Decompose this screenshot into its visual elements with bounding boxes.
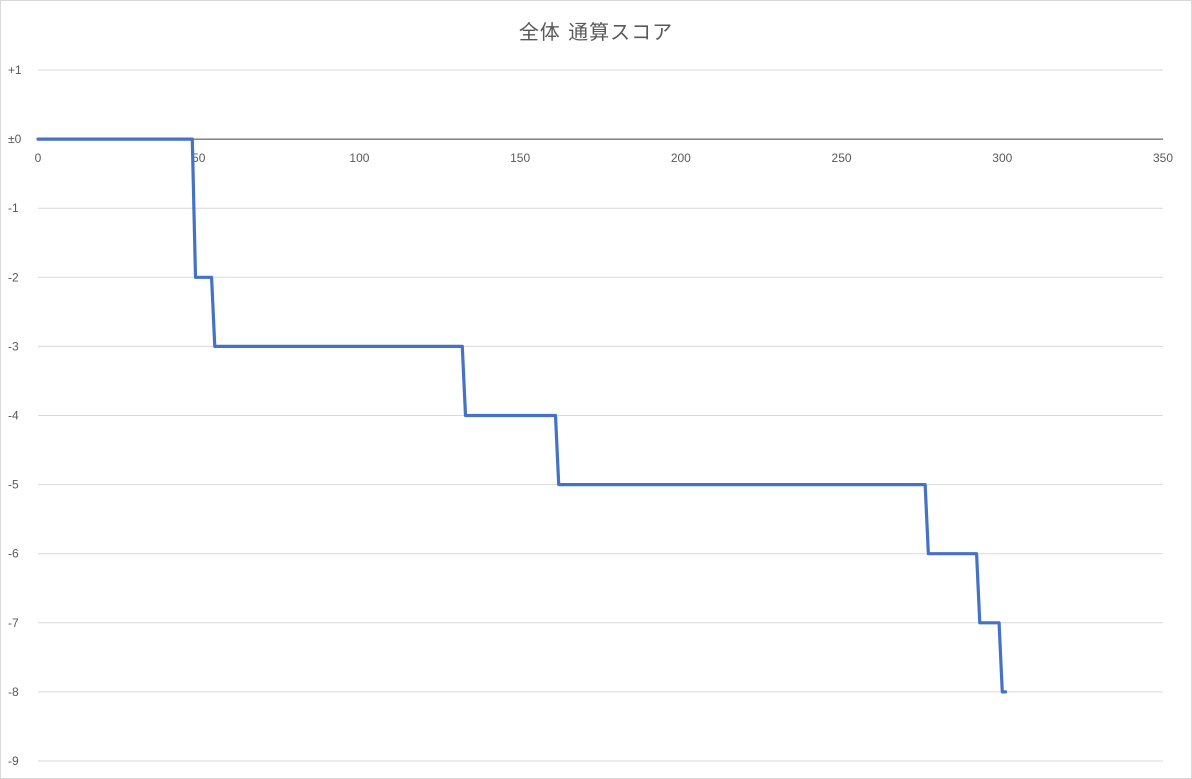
y-tick-label: -1 [8,201,19,215]
y-tick-label: -4 [8,409,19,423]
series-layer [36,137,1008,694]
y-tick-label: -6 [8,547,19,561]
y-tick-label: -7 [8,616,19,630]
y-tick-label: -9 [8,754,19,768]
y-tick-label: -3 [8,339,19,353]
x-tick-label: 100 [349,151,369,165]
chart-title: 全体 通算スコア [518,20,674,44]
y-tick-label: -5 [8,478,19,492]
y-tick-label: ±0 [8,132,22,146]
x-tick-label: 350 [1153,151,1173,165]
y-tick-label: -8 [8,685,19,699]
series-line [36,137,1008,694]
x-tick-label: 50 [192,151,206,165]
x-axis-ticks: 0 50 100 150 200 250 300 350 [35,151,1174,165]
y-tick-label: +1 [8,63,22,77]
gridlines [38,69,1163,762]
x-tick-label: 250 [832,151,852,165]
y-axis-ticks: +1 ±0 -1 -2 -3 -4 -5 -6 -7 -8 -9 [8,63,22,768]
x-tick-label: 300 [992,151,1012,165]
x-tick-label: 150 [510,151,530,165]
y-tick-label: -2 [8,270,19,284]
x-tick-label: 200 [671,151,691,165]
x-tick-label: 0 [35,151,42,165]
